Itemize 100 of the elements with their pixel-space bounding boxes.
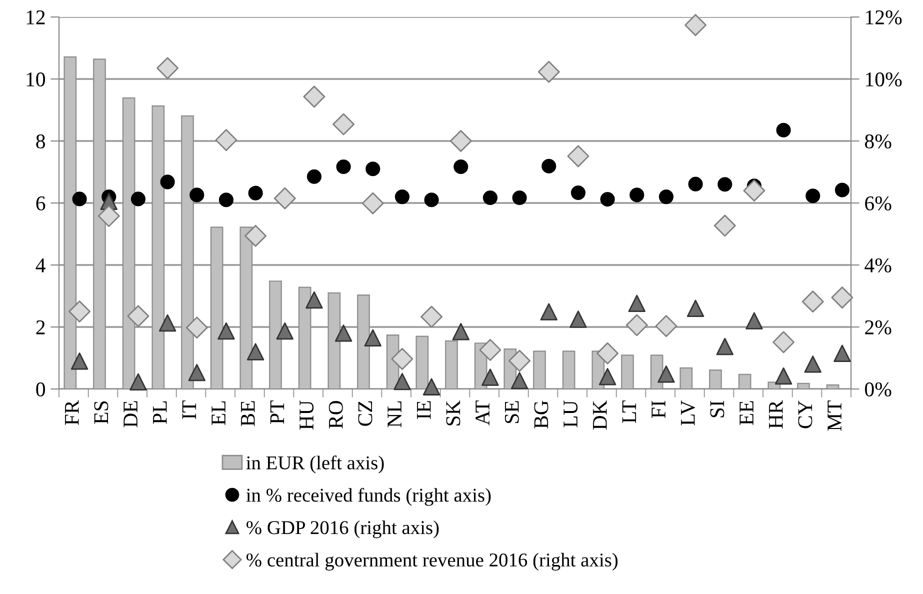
x-tick-label: CZ [358, 401, 372, 426]
x-tick-label: DK [593, 400, 607, 430]
x-tick-label: IE [417, 401, 431, 420]
point [538, 60, 560, 83]
point [743, 180, 766, 202]
point [130, 192, 146, 206]
point [598, 368, 616, 386]
point [186, 316, 208, 339]
point [334, 324, 352, 342]
point [510, 372, 528, 390]
y2-tick-label: 8% [864, 134, 892, 148]
x-tick-label: PL [153, 401, 167, 424]
point [746, 312, 763, 330]
point [248, 186, 263, 200]
y2-tick-label: 12% [866, 10, 902, 24]
legend-label: in % received funds (right axis) [246, 488, 491, 506]
point [156, 57, 179, 80]
y-tick-label: 0 [36, 382, 46, 396]
point [482, 368, 499, 386]
point [684, 14, 707, 36]
point [567, 145, 590, 168]
point [274, 187, 296, 210]
point [686, 300, 704, 318]
point [772, 331, 795, 354]
x-tick-label: PT [270, 400, 284, 424]
point [332, 113, 355, 136]
point [512, 190, 527, 206]
x-tick-label: AT [476, 400, 490, 426]
point [72, 192, 87, 206]
y-tick-label: 6 [36, 196, 46, 210]
point [70, 352, 88, 370]
point [626, 314, 648, 336]
point [802, 290, 824, 313]
point [306, 291, 323, 309]
x-tick-label: FR [65, 400, 79, 425]
y2-tick-label: 10% [866, 72, 902, 86]
point [655, 315, 678, 338]
point [303, 86, 326, 108]
point [718, 177, 732, 192]
point [630, 188, 644, 202]
x-tick-label: LV [681, 400, 695, 426]
point [188, 364, 206, 382]
x-tick-label: CY [798, 400, 812, 428]
legend-label: in EUR (left axis) [246, 456, 384, 474]
point [482, 190, 498, 206]
point [508, 350, 531, 372]
legend-label: % GDP 2016 (right axis) [246, 520, 439, 538]
point [658, 190, 674, 204]
x-tick-label: NL [388, 401, 402, 428]
point [658, 366, 675, 383]
point [366, 162, 380, 176]
x-tick-label: MT [828, 400, 842, 431]
x-tick-label: IT [182, 400, 196, 420]
y2-tick-label: 4% [864, 258, 892, 272]
y2-tick-label: 0% [864, 382, 892, 396]
point [362, 192, 384, 214]
point [479, 338, 502, 361]
point [246, 343, 264, 360]
x-tick-label: HU [300, 400, 314, 430]
x-tick-label: DE [124, 401, 138, 428]
point [688, 176, 703, 192]
x-tick-label: LT [622, 400, 636, 424]
point [450, 130, 472, 152]
point [68, 300, 91, 322]
point [215, 129, 238, 152]
point [570, 310, 587, 328]
point [834, 182, 850, 198]
point [452, 323, 470, 340]
point [806, 188, 820, 204]
x-tick-label: ES [94, 401, 108, 424]
point [831, 286, 854, 309]
point [596, 342, 619, 364]
x-tick-label: LU [564, 400, 578, 428]
y-tick-label: 2 [36, 320, 45, 334]
point [336, 159, 351, 174]
legend-label: % central government revenue 2016 (right axis) [246, 552, 618, 571]
point [127, 305, 150, 328]
point [276, 322, 294, 340]
point [394, 190, 410, 204]
point [158, 314, 176, 332]
point [244, 224, 267, 247]
x-tick-label: SE [504, 401, 519, 424]
point [422, 378, 440, 396]
point [130, 373, 147, 390]
x-tick-label: HR [769, 400, 783, 428]
point [424, 192, 439, 208]
x-tick-label: FI [652, 400, 666, 418]
point [776, 122, 791, 138]
point [570, 185, 586, 200]
point [98, 205, 120, 228]
point [834, 344, 851, 362]
point [306, 169, 322, 184]
point [394, 372, 411, 390]
point [218, 322, 235, 340]
x-tick-label: EE [740, 401, 754, 425]
point [454, 159, 468, 174]
x-tick-label: EL [212, 401, 226, 425]
y2-tick-label: 6% [865, 196, 892, 210]
point [364, 329, 382, 346]
point [540, 303, 558, 320]
